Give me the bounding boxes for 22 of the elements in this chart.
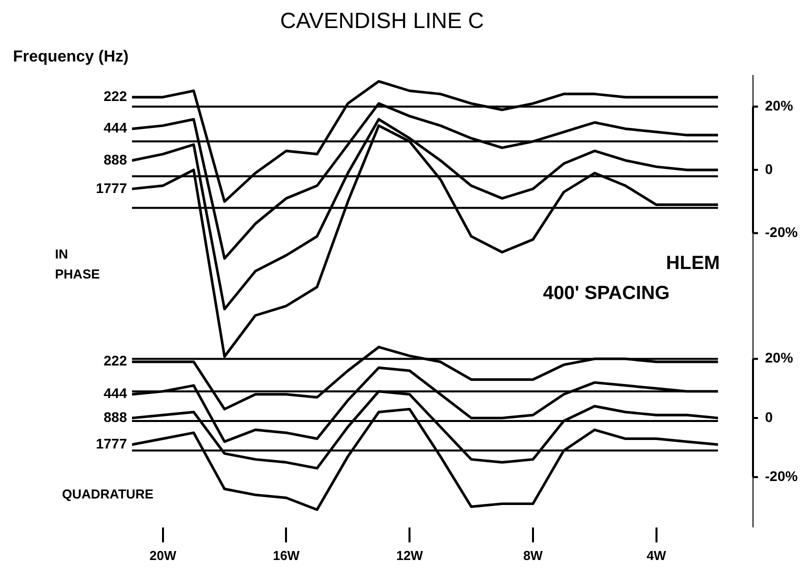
text: Frequency (Hz) bbox=[13, 48, 129, 66]
series-label: 1777 bbox=[96, 180, 128, 196]
annotation: HLEM bbox=[666, 253, 720, 274]
annotation: QUADRATURE bbox=[62, 486, 154, 502]
x-tick-label: 12W bbox=[396, 548, 424, 563]
x-tick-label: 16W bbox=[272, 548, 300, 563]
x-tick-label: 4W bbox=[646, 548, 667, 563]
series-label: 1777 bbox=[96, 435, 128, 452]
y-tick-label: -20% bbox=[765, 224, 798, 240]
text: IN PHASE bbox=[55, 246, 100, 282]
series-label: 444 bbox=[104, 120, 128, 136]
x-tick-label: 8W bbox=[523, 548, 544, 563]
series-label: 444 bbox=[104, 385, 128, 402]
x-tick-label: 20W bbox=[149, 548, 177, 563]
y-tick-label: 0 bbox=[765, 160, 773, 177]
chart-title: CAVENDISH LINE C bbox=[280, 8, 484, 34]
annotation: 400' SPACING bbox=[543, 283, 670, 304]
series-label: 888 bbox=[104, 408, 128, 425]
y-tick-label: 20% bbox=[765, 97, 794, 114]
series-label: 888 bbox=[104, 151, 128, 168]
series-label: 222 bbox=[104, 352, 128, 369]
series-label: 222 bbox=[104, 88, 128, 104]
